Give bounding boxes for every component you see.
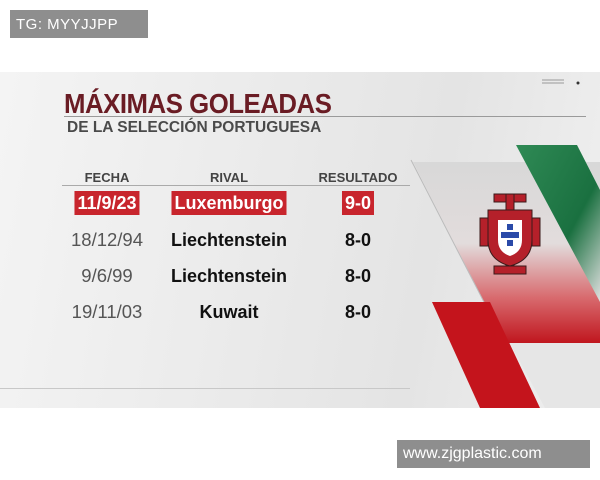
red-band — [432, 302, 540, 408]
green-band — [516, 145, 600, 302]
header-divider — [62, 185, 410, 186]
flag-decoration — [410, 145, 600, 408]
graphic-subtitle: DE LA SELECCIÓN PORTUGUESA — [67, 119, 322, 136]
column-header-resultado: RESULTADO — [318, 170, 398, 185]
corner-marks — [542, 79, 580, 85]
watermark-top-left: TG: MYYJJPP — [10, 10, 148, 38]
portugal-fpf-crest-icon — [479, 193, 541, 275]
cell-rival: Liechtenstein — [170, 230, 288, 250]
cell-resultado: 8-0 — [344, 266, 372, 286]
cell-fecha: 19/11/03 — [71, 301, 143, 322]
cell-fecha: 18/12/94 — [70, 229, 144, 250]
column-header-fecha: FECHA — [84, 170, 130, 185]
cell-rival: Luxemburgo — [171, 191, 287, 215]
cell-fecha: 11/9/23 — [74, 191, 140, 215]
broadcast-graphic: MÁXIMAS GOLEADAS DE LA SELECCIÓN PORTUGU… — [0, 72, 600, 408]
graphic-title: MÁXIMAS GOLEADAS — [64, 88, 332, 119]
cell-resultado: 9-0 — [341, 191, 375, 215]
watermark-bottom-right: www.zjgplastic.com — [397, 440, 590, 468]
cell-resultado: 8-0 — [344, 302, 372, 322]
cell-fecha: 9/6/99 — [81, 265, 133, 286]
cell-resultado: 8-0 — [344, 230, 372, 250]
lower-right-shade — [510, 343, 600, 408]
column-header-rival: RIVAL — [209, 170, 249, 185]
cell-rival: Liechtenstein — [170, 266, 288, 286]
title-rule — [64, 116, 586, 117]
cell-rival: Kuwait — [199, 302, 259, 322]
bottom-rule — [0, 388, 410, 389]
